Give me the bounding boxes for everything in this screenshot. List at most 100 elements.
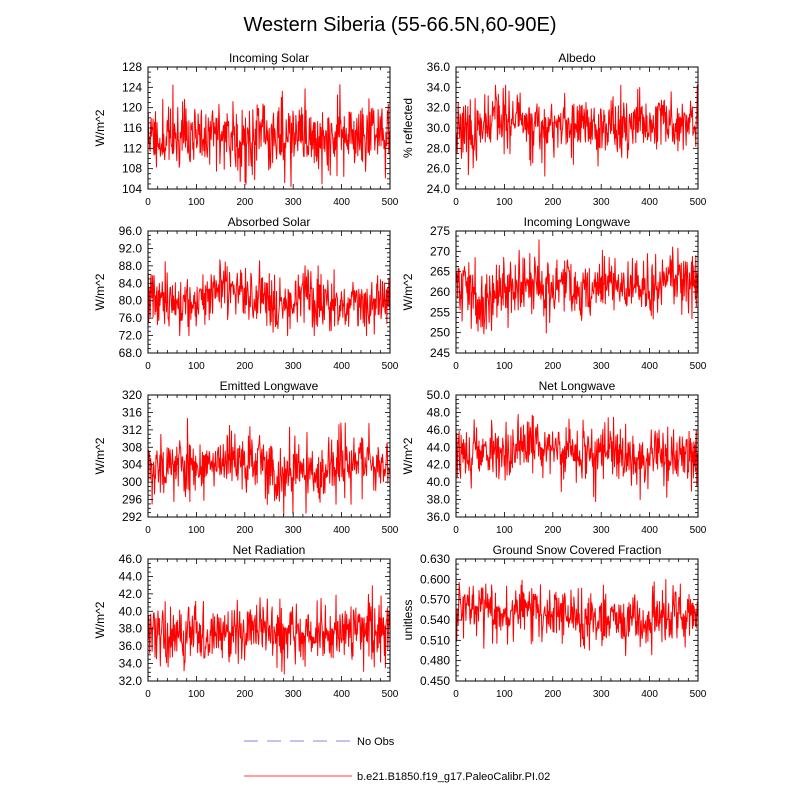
y-tick-label: 34.0 — [427, 80, 451, 94]
x-tick-label: 300 — [593, 197, 610, 208]
legend-entry-model: b.e21.B1850.f19_g17.PaleoCalibr.PI.02 — [244, 771, 550, 783]
x-tick-label: 500 — [382, 361, 399, 372]
y-tick-label: 40.0 — [119, 604, 143, 618]
x-tick-label: 100 — [496, 689, 513, 700]
y-tick-label: 28.0 — [427, 141, 451, 155]
y-tick-label: 0.540 — [420, 613, 450, 627]
panel-title: Incoming Solar — [229, 51, 309, 65]
x-tick-label: 100 — [496, 525, 513, 536]
y-tick-label: 34.0 — [119, 657, 143, 671]
y-tick-label: 300 — [122, 475, 142, 489]
y-tick-label: 265 — [430, 265, 450, 279]
series-line — [456, 239, 698, 335]
y-axis-label: W/m^2 — [93, 437, 107, 474]
y-tick-label: 124 — [122, 80, 142, 94]
y-tick-label: 44.0 — [119, 569, 143, 583]
panel-title: Absorbed Solar — [228, 215, 311, 229]
x-tick-label: 200 — [236, 525, 253, 536]
y-tick-label: 320 — [122, 388, 142, 402]
x-tick-label: 300 — [285, 689, 302, 700]
y-tick-label: 275 — [430, 224, 450, 238]
panel-title: Albedo — [558, 51, 596, 65]
x-tick-label: 100 — [496, 361, 513, 372]
x-tick-label: 300 — [593, 361, 610, 372]
y-tick-label: 38.0 — [119, 622, 143, 636]
x-tick-label: 500 — [382, 197, 399, 208]
x-tick-label: 200 — [236, 689, 253, 700]
y-axis-label: W/m^2 — [401, 273, 415, 310]
x-tick-label: 100 — [496, 197, 513, 208]
x-tick-label: 0 — [145, 361, 151, 372]
y-tick-label: 24.0 — [427, 182, 451, 196]
x-tick-label: 0 — [453, 689, 459, 700]
panel-title: Ground Snow Covered Fraction — [493, 543, 662, 557]
x-tick-label: 100 — [188, 525, 205, 536]
x-tick-label: 300 — [285, 361, 302, 372]
series-line — [148, 418, 390, 516]
x-tick-label: 400 — [333, 361, 350, 372]
y-tick-label: 0.570 — [420, 593, 450, 607]
y-axis-label: unitless — [401, 600, 415, 641]
chart-panel: Absorbed Solar W/m^2 0 100 200 300 400 500 68.0 7… — [93, 215, 399, 372]
chart-panel: Net Radiation W/m^2 0 100 200 300 400 500 32.0 34… — [93, 543, 399, 700]
y-tick-label: 88.0 — [119, 259, 143, 273]
chart-panel: Incoming Solar W/m^2 0 100 200 300 400 500 104 10… — [93, 51, 399, 208]
y-tick-label: 296 — [122, 493, 142, 507]
chart-panel: Albedo % reflected 0 100 200 300 400 500 24.0 26.… — [401, 51, 707, 208]
x-tick-label: 200 — [236, 197, 253, 208]
series-line — [148, 84, 390, 187]
series-line — [456, 579, 698, 657]
x-tick-label: 0 — [453, 361, 459, 372]
x-tick-label: 400 — [333, 525, 350, 536]
x-tick-label: 500 — [690, 689, 707, 700]
x-tick-label: 300 — [593, 689, 610, 700]
y-tick-label: 84.0 — [119, 276, 143, 290]
y-tick-label: 0.450 — [420, 674, 450, 688]
x-tick-label: 0 — [453, 197, 459, 208]
y-tick-label: 0.600 — [420, 572, 450, 586]
y-tick-label: 44.0 — [427, 440, 451, 454]
series-line — [148, 585, 390, 675]
x-tick-label: 400 — [333, 689, 350, 700]
legend: No Obs b.e21.B1850.f19_g17.PaleoCalibr.P… — [244, 736, 550, 783]
y-tick-label: 50.0 — [427, 388, 451, 402]
y-tick-label: 316 — [122, 405, 142, 419]
x-tick-label: 500 — [690, 361, 707, 372]
x-tick-label: 400 — [333, 197, 350, 208]
x-tick-label: 300 — [593, 525, 610, 536]
chart-panel: Ground Snow Covered Fraction unitless 0 100… — [401, 543, 707, 700]
y-tick-label: 46.0 — [427, 423, 451, 437]
x-tick-label: 400 — [641, 197, 658, 208]
x-tick-label: 300 — [285, 197, 302, 208]
y-tick-label: 108 — [122, 162, 142, 176]
y-axis-label: W/m^2 — [93, 109, 107, 146]
panel-title: Net Radiation — [233, 543, 306, 557]
y-tick-label: 48.0 — [427, 405, 451, 419]
y-tick-label: 36.0 — [119, 639, 143, 653]
x-tick-label: 400 — [641, 525, 658, 536]
y-tick-label: 36.0 — [427, 60, 451, 74]
x-tick-label: 200 — [544, 689, 561, 700]
chart-panels: Incoming Solar W/m^2 0 100 200 300 400 500 104 10… — [93, 51, 707, 700]
y-tick-label: 260 — [430, 285, 450, 299]
y-tick-label: 116 — [123, 121, 142, 135]
x-tick-label: 0 — [145, 689, 151, 700]
y-tick-label: 80.0 — [119, 294, 143, 308]
y-tick-label: 250 — [430, 326, 450, 340]
y-tick-label: 42.0 — [119, 587, 143, 601]
y-axis-label: % reflected — [401, 98, 415, 158]
panel-title: Incoming Longwave — [524, 215, 631, 229]
y-tick-label: 32.0 — [119, 674, 143, 688]
y-tick-label: 40.0 — [427, 475, 451, 489]
y-tick-label: 76.0 — [119, 311, 143, 325]
chart-panel: Net Longwave W/m^2 0 100 200 300 400 500 36.0 38.… — [401, 379, 707, 536]
x-tick-label: 100 — [188, 689, 205, 700]
series-line — [456, 84, 698, 177]
legend-label-no-obs: No Obs — [357, 736, 395, 748]
y-tick-label: 104 — [122, 182, 142, 196]
y-tick-label: 46.0 — [119, 552, 143, 566]
y-tick-label: 245 — [430, 346, 450, 360]
y-tick-label: 32.0 — [427, 101, 451, 115]
y-axis-label: W/m^2 — [93, 273, 107, 310]
y-tick-label: 308 — [122, 440, 142, 454]
